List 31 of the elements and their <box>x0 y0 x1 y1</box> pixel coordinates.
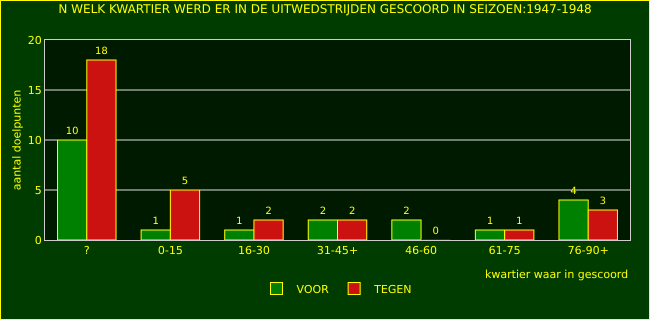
chart-title: N WELK KWARTIER WERD ER IN DE UITWEDSTRIJDEN GESCOORD IN SEIZOEN:1947-1948 <box>58 2 592 16</box>
y-tick-label: 20 <box>28 34 42 47</box>
data-label: 1 <box>152 216 159 227</box>
data-label: 1 <box>486 216 494 227</box>
y-axis-title: aantal doelpunten <box>10 90 24 190</box>
data-label: 1 <box>516 216 522 227</box>
x-tick-label: 76-90+ <box>568 244 609 258</box>
data-label: 2 <box>320 206 326 217</box>
legend-label: VOOR <box>296 282 330 296</box>
data-label: 2 <box>403 206 410 217</box>
x-tick-label: 31-45+ <box>316 244 358 258</box>
x-tick-label: ? <box>84 244 90 258</box>
data-label: 3 <box>600 196 606 207</box>
y-tick-label: 0 <box>34 234 42 247</box>
x-tick-label: 61-75 <box>488 244 521 258</box>
y-tick-label: 5 <box>34 184 42 197</box>
data-label: 18 <box>95 46 108 57</box>
y-tick-label: 10 <box>28 134 42 147</box>
data-label: 10 <box>66 126 79 137</box>
data-label: 2 <box>265 206 272 217</box>
x-axis-title: kwartier waar in gescoord <box>485 268 628 281</box>
y-tick-label: 15 <box>28 84 42 97</box>
data-label: 1 <box>236 216 242 227</box>
data-label: 5 <box>182 176 188 187</box>
bar <box>391 220 422 240</box>
data-label: 0 <box>432 226 439 237</box>
x-tick-label: 16-30 <box>238 244 270 258</box>
legend-label: TEGEN <box>373 282 412 296</box>
data-label: 2 <box>348 206 356 217</box>
x-tick-label: 46-60 <box>405 244 438 258</box>
x-tick-label: 0-15 <box>158 244 183 258</box>
